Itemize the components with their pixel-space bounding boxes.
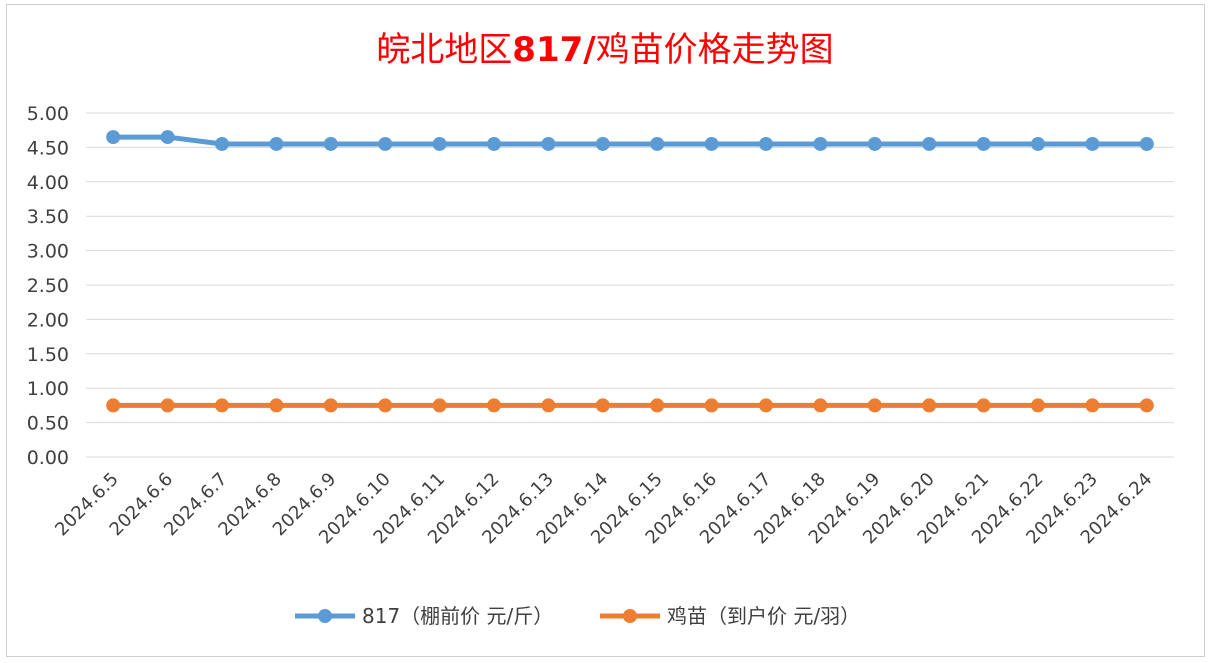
data-point [1085, 136, 1100, 151]
data-point [1139, 398, 1154, 413]
data-point [867, 136, 882, 151]
y-tick-label: 2.50 [27, 275, 69, 297]
data-point [922, 136, 937, 151]
legend-label: 鸡苗（到户价 元/羽） [667, 604, 860, 628]
data-point [704, 398, 719, 413]
y-tick-label: 3.00 [27, 241, 69, 263]
legend-item-1: 817（棚前价 元/斤） [295, 604, 553, 628]
chart-title-part-2: 817/ [512, 30, 596, 70]
data-point [813, 398, 828, 413]
data-point [1031, 136, 1045, 151]
data-point [323, 398, 338, 413]
data-point [106, 398, 121, 413]
legend-label: 817（棚前价 元/斤） [362, 604, 553, 628]
data-point [378, 136, 393, 151]
data-point [160, 130, 175, 145]
data-point [867, 398, 882, 413]
y-tick-label: 3.50 [27, 206, 69, 228]
y-tick-label: 2.00 [27, 309, 69, 331]
data-point [650, 398, 665, 413]
data-point [432, 398, 447, 413]
data-point [976, 398, 991, 413]
chart-title: 皖北地区817/鸡苗价格走势图 [376, 30, 833, 70]
series-layer [106, 130, 1154, 413]
legend-item-2: 鸡苗（到户价 元/羽） [600, 604, 860, 628]
legend-marker [623, 609, 637, 623]
y-tick-label: 0.50 [27, 413, 69, 435]
data-point [1139, 136, 1154, 151]
data-point [595, 398, 610, 413]
data-point [432, 136, 447, 151]
data-point [106, 130, 121, 145]
y-tick-label: 1.00 [27, 378, 69, 400]
data-point [487, 398, 501, 413]
data-point [378, 398, 393, 413]
y-tick-label: 1.50 [27, 344, 69, 366]
data-point [922, 398, 937, 413]
data-point [269, 136, 284, 151]
legend: 817（棚前价 元/斤） 鸡苗（到户价 元/羽） [295, 604, 860, 628]
y-tick-label: 0.00 [27, 447, 69, 469]
data-point [650, 136, 665, 151]
x-axis-ticks: 2024.6.52024.6.62024.6.72024.6.82024.6.9… [51, 469, 1156, 549]
y-axis-ticks: 0.00 0.50 1.00 1.50 2.00 2.50 3.00 3.50 4.00 4.50… [27, 103, 69, 469]
data-point [215, 398, 229, 413]
chart-title-part-3: 鸡苗价格走势图 [596, 30, 834, 70]
data-point [1085, 398, 1100, 413]
data-point [160, 398, 175, 413]
chart-title-part-1: 皖北地区 [376, 30, 512, 70]
gridlines [86, 112, 1174, 458]
series-line [113, 134, 1147, 147]
legend-marker [318, 609, 332, 623]
data-point [541, 136, 556, 151]
data-point [215, 136, 229, 151]
data-point [704, 136, 719, 151]
data-point [541, 398, 556, 413]
data-point [976, 136, 991, 151]
series-1 [106, 130, 1154, 151]
data-point [323, 136, 338, 151]
y-tick-label: 4.00 [27, 172, 69, 194]
series-2 [106, 398, 1154, 413]
data-point [759, 136, 773, 151]
data-point [813, 136, 828, 151]
y-tick-label: 5.00 [27, 103, 69, 125]
y-tick-label: 4.50 [27, 137, 69, 159]
data-point [269, 398, 284, 413]
data-point [487, 136, 501, 151]
data-point [759, 398, 773, 413]
data-point [1031, 398, 1045, 413]
data-point [595, 136, 610, 151]
